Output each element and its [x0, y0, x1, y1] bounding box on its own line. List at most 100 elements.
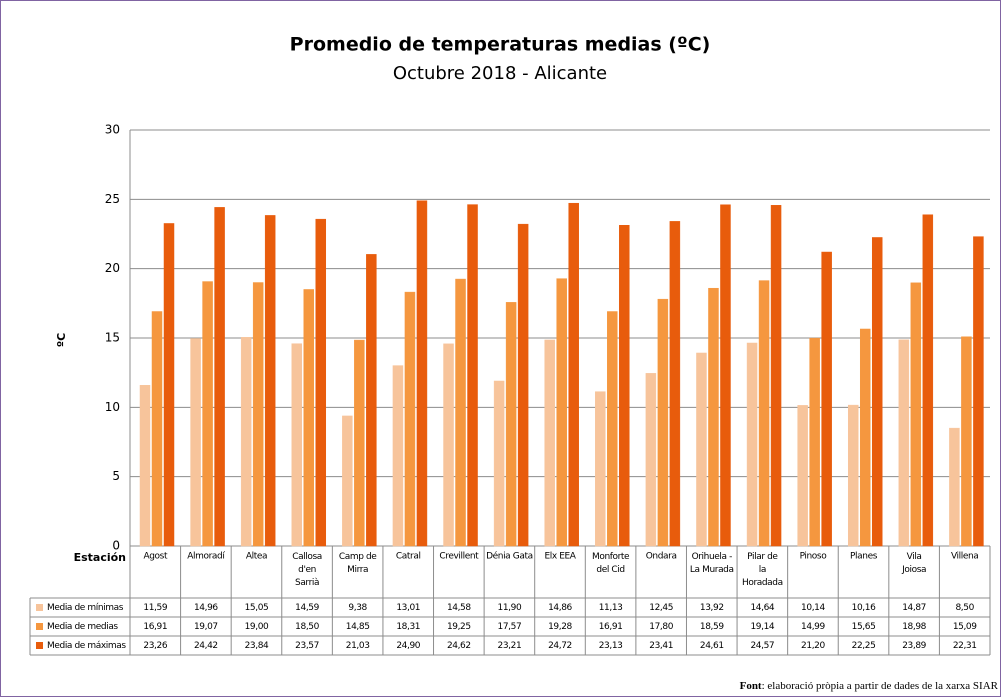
y-tick-label: 10	[105, 400, 120, 414]
chart-subtitle: Octubre 2018 - Alicante	[393, 63, 607, 84]
y-tick-label: 30	[105, 123, 120, 137]
y-tick-label: 15	[105, 331, 120, 345]
table-value: 19,25	[447, 622, 471, 632]
bar	[315, 218, 327, 547]
table-value: 18,98	[902, 622, 926, 632]
table-value: 24,90	[396, 641, 420, 651]
table-value: 15,09	[953, 622, 977, 632]
bar	[240, 337, 252, 547]
x-tick-label: Dénia Gata	[486, 551, 533, 562]
bar	[859, 328, 871, 547]
x-tick-label: Callosa d'en Sarrià	[292, 552, 322, 588]
bar	[619, 225, 630, 547]
bar	[303, 289, 315, 547]
y-tick-label: 0	[112, 539, 120, 553]
bar	[595, 391, 606, 547]
bar	[922, 214, 934, 547]
table-value: 19,07	[194, 622, 218, 632]
bar	[657, 298, 669, 547]
table-value: 23,13	[599, 641, 623, 651]
bar	[556, 278, 567, 547]
table-value: 8,50	[955, 603, 974, 613]
y-axis-label: ºC	[55, 333, 68, 347]
table-value: 14,58	[447, 603, 471, 613]
table-value: 13,92	[700, 603, 724, 613]
footer: Font: elaboració pròpia a partir de dade…	[740, 680, 999, 692]
bar	[455, 278, 466, 547]
x-tick-label: Catral	[396, 552, 421, 562]
bar	[139, 385, 151, 547]
bar	[645, 373, 657, 547]
table-value: 18,59	[700, 622, 724, 632]
bar	[607, 311, 618, 547]
y-tick-label: 25	[105, 192, 120, 206]
bar	[973, 236, 984, 547]
table-header: Estación	[74, 551, 126, 564]
bar	[898, 339, 910, 547]
legend-label: Media de máximas	[47, 641, 126, 651]
legend-swatch	[36, 623, 43, 630]
bar	[214, 207, 225, 547]
table-value: 23,21	[498, 641, 522, 651]
table-value: 14,86	[548, 603, 572, 613]
x-tick-label: Camp de Mirra	[339, 552, 377, 575]
table-value: 10,14	[801, 603, 825, 613]
x-tick-label: Agost	[143, 552, 167, 562]
bar	[493, 380, 505, 547]
bar	[746, 342, 758, 547]
table-value: 24,62	[447, 641, 471, 651]
bar	[342, 415, 353, 547]
x-tick-label: Monforte del Cid	[592, 552, 630, 575]
x-tick-label: Vila Joiosa	[901, 552, 926, 575]
table-value: 14,85	[346, 622, 370, 632]
legend-swatch	[36, 604, 43, 611]
table-value: 14,87	[902, 603, 926, 613]
table-value: 11,90	[498, 603, 522, 613]
table-value: 15,65	[852, 622, 876, 632]
table-value: 22,25	[852, 641, 876, 651]
table-value: 14,59	[295, 603, 319, 613]
bar	[871, 237, 883, 547]
table-value: 23,26	[143, 641, 167, 651]
bar	[202, 281, 213, 547]
bar	[949, 427, 960, 547]
table-value: 24,42	[194, 641, 218, 651]
bar	[821, 251, 832, 547]
table-value: 23,89	[902, 641, 926, 651]
bar	[190, 338, 201, 547]
bar	[366, 254, 377, 547]
table-value: 11,13	[599, 603, 623, 613]
bar	[252, 282, 264, 547]
x-tick-label: Ondara	[646, 552, 677, 562]
table-value: 18,50	[295, 622, 319, 632]
bar	[163, 223, 175, 547]
bar	[770, 205, 782, 547]
bar	[568, 202, 579, 547]
bar	[517, 223, 529, 547]
table-value: 14,64	[750, 603, 774, 613]
x-tick-label: Almoradí	[187, 552, 225, 562]
bar	[505, 302, 517, 547]
bar	[404, 291, 416, 547]
bar	[847, 404, 859, 547]
legend-label: Media de mínimas	[47, 603, 124, 613]
x-tick-label: Crevillent	[439, 552, 479, 562]
x-tick-label: Villena	[951, 552, 978, 562]
table-value: 12,45	[649, 603, 673, 613]
table-value: 10,16	[852, 603, 876, 613]
bar	[696, 352, 707, 547]
legend-label: Media de medias	[47, 622, 118, 632]
bar	[910, 282, 922, 547]
chart-title: Promedio de temperaturas medias (ºC)	[290, 34, 711, 56]
table-value: 24,72	[548, 641, 572, 651]
legend-swatch	[36, 642, 43, 649]
table-value: 16,91	[143, 622, 167, 632]
table-value: 16,91	[599, 622, 623, 632]
footer-text: : elaboració pròpia a partir de dades de…	[762, 680, 999, 692]
table-value: 19,00	[245, 622, 269, 632]
table-value: 24,57	[750, 641, 774, 651]
bar	[809, 337, 820, 547]
bar	[291, 343, 303, 547]
